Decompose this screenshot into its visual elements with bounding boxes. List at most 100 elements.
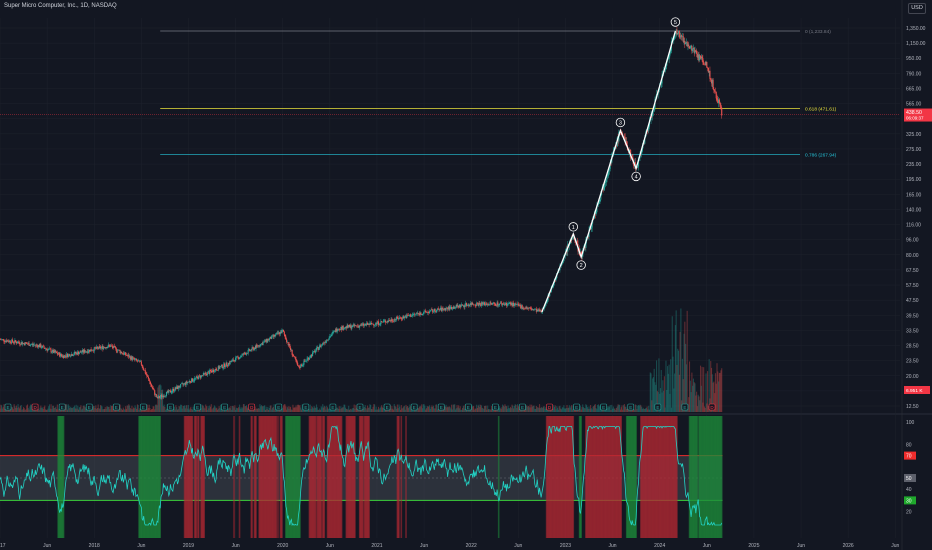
candle-body (297, 365, 299, 367)
event-flag[interactable] (167, 403, 174, 411)
event-flag[interactable] (221, 403, 228, 411)
event-flag[interactable] (31, 403, 39, 411)
candle-body (50, 349, 52, 353)
candle-body (388, 320, 391, 321)
candle-body (476, 302, 478, 306)
candle-body (308, 357, 310, 360)
candle-body (91, 350, 93, 352)
candle-body (173, 390, 175, 392)
volume-bar (301, 404, 303, 412)
wave-marker[interactable] (670, 17, 681, 27)
event-flag[interactable] (329, 403, 337, 411)
volume-bar (564, 408, 566, 412)
event-flag[interactable] (708, 403, 716, 411)
wave-marker[interactable] (615, 117, 626, 128)
candle-body (451, 307, 453, 310)
volume-bar (718, 372, 720, 412)
candle-body (127, 354, 129, 356)
volume-bar (436, 409, 438, 412)
volume-bar (340, 406, 342, 412)
candle-body (423, 311, 425, 314)
event-flag[interactable] (492, 403, 499, 411)
fib-levels[interactable]: 0 (1,233.84)0.618 (471.61)0.786 (267.94) (0, 29, 900, 158)
volume-bar (181, 408, 183, 412)
event-flag-label: D (710, 405, 714, 410)
volume-bar (283, 404, 285, 412)
event-flag[interactable] (275, 403, 283, 411)
wave-marker[interactable] (568, 222, 578, 232)
event-flag[interactable] (465, 403, 472, 411)
currency-button[interactable]: USD (908, 3, 926, 14)
event-flag[interactable] (302, 403, 310, 411)
time-tick-label: Jun (326, 543, 334, 549)
event-flag[interactable] (546, 403, 553, 411)
candle-body (174, 387, 176, 391)
wave-marker[interactable] (576, 260, 586, 270)
rsi-zone-highlight (281, 416, 283, 538)
candle-body (596, 205, 598, 213)
candle-body (498, 305, 500, 306)
candle-body (145, 373, 147, 375)
candle-body (710, 79, 713, 84)
candle-body (52, 349, 54, 353)
volume-bar (48, 404, 51, 412)
event-flag[interactable] (4, 403, 12, 411)
candle-body (468, 304, 470, 307)
candle-body (406, 314, 408, 319)
volume-bar (588, 406, 590, 412)
price-tick-label: 565.00 (906, 102, 922, 108)
volume-bar (229, 408, 231, 412)
candle-body (329, 336, 331, 339)
volume-bar (77, 409, 80, 412)
candle-body (204, 372, 206, 374)
volume-bar (530, 407, 532, 412)
event-flag[interactable] (410, 403, 418, 411)
candle-body (462, 305, 464, 306)
event-flag[interactable] (248, 403, 255, 411)
event-flag[interactable] (194, 403, 201, 411)
event-flag-label: E (142, 405, 145, 410)
candle-body (647, 130, 649, 131)
candle-body (26, 343, 28, 344)
volume-bar (339, 409, 341, 412)
volume-bar (189, 408, 191, 412)
volume-bar (319, 409, 321, 412)
volume-bar (555, 409, 557, 412)
event-flag[interactable] (627, 403, 635, 411)
event-flag[interactable] (681, 403, 689, 411)
wave-marker[interactable] (631, 171, 641, 182)
elliott-wave-path[interactable] (541, 30, 677, 313)
volume-bar (480, 404, 482, 412)
volume-bar (211, 409, 213, 412)
candle-body (721, 107, 723, 116)
event-flag[interactable] (85, 403, 93, 411)
event-flag[interactable] (437, 403, 445, 411)
candle-body (485, 303, 487, 305)
candle-body (41, 347, 43, 349)
candle-body (132, 357, 135, 359)
event-flag[interactable] (113, 403, 120, 411)
event-flag[interactable] (140, 403, 147, 411)
candle-body (235, 356, 237, 358)
volume-bar (129, 405, 131, 412)
event-flag[interactable] (573, 403, 580, 411)
candle-body (393, 319, 395, 322)
candle-body (334, 330, 336, 332)
volume-bar (23, 408, 25, 412)
volume-bar (582, 407, 585, 412)
volume-bar (615, 409, 617, 412)
volume-bar (640, 405, 642, 412)
event-flag[interactable] (654, 403, 662, 411)
event-flag[interactable] (519, 403, 526, 411)
event-flag[interactable] (600, 403, 607, 411)
candle-body (437, 308, 439, 310)
event-flag[interactable] (383, 403, 391, 411)
volume-bar (607, 407, 609, 412)
event-flag[interactable] (58, 403, 66, 411)
event-flag[interactable] (356, 403, 364, 411)
candle-body (305, 360, 307, 362)
candle-body (207, 371, 209, 373)
